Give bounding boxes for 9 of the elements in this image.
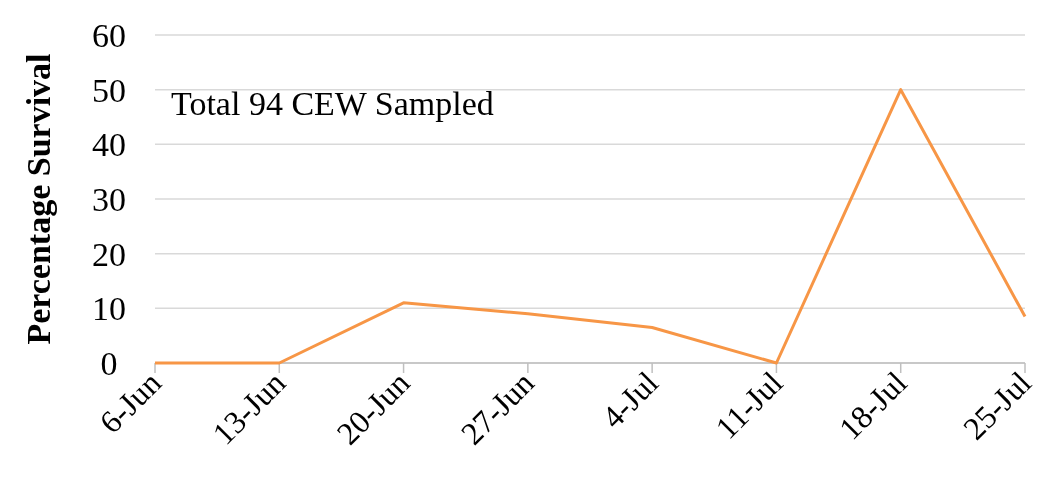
y-tick-label: 10 [92,290,126,328]
y-tick-label: 20 [92,235,126,273]
y-tick-label: 60 [92,16,126,54]
annotation: Total 94 CEW Sampled [171,85,494,122]
y-axis-title: Percentage Survival [20,53,57,345]
y-tick-label: 40 [92,126,126,164]
y-tick-label: 30 [92,180,126,218]
y-tick-label: 50 [92,71,126,109]
y-tick-label: 0 [100,344,118,382]
